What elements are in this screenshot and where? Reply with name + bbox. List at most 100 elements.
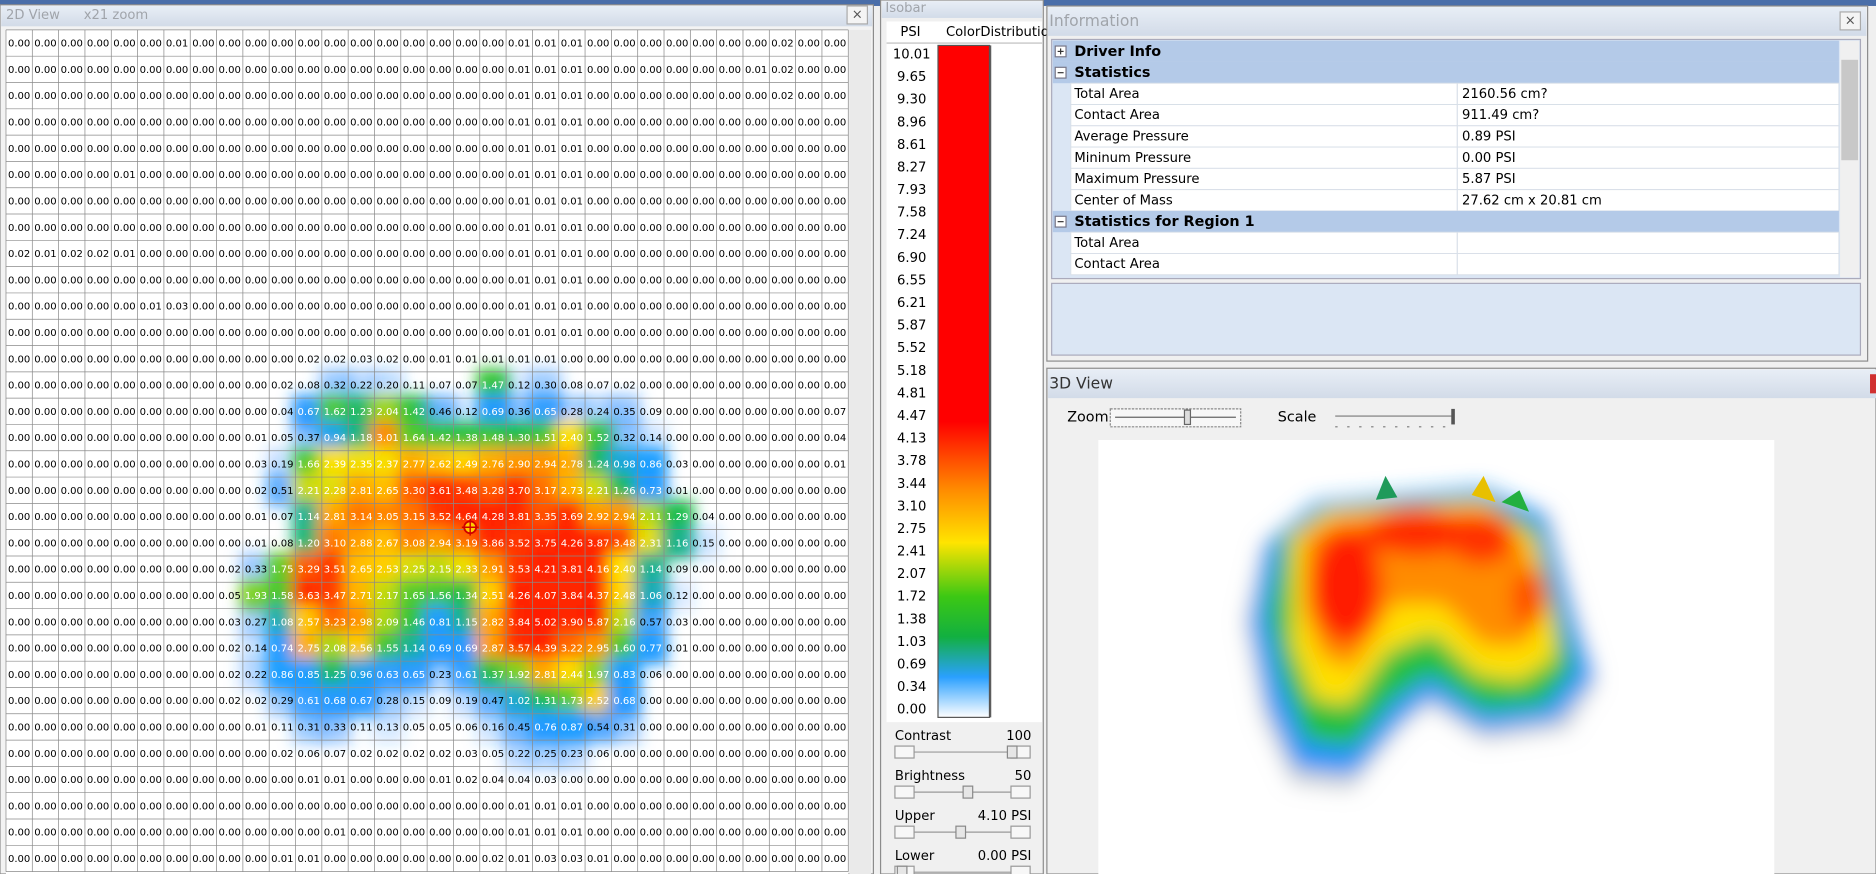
cell-value: 0.00 [113, 512, 135, 523]
slider-button[interactable] [1010, 865, 1031, 874]
cell-value: 0.00 [87, 854, 109, 865]
cell-value: 0.00 [745, 801, 767, 812]
cell-value: 0.03 [534, 775, 556, 786]
cell-value: 1.51 [534, 433, 556, 444]
cell-value: 0.00 [166, 644, 188, 655]
cell-value: 0.00 [824, 828, 846, 839]
close-button[interactable] [1839, 11, 1862, 31]
cell-value: 0.00 [429, 196, 451, 207]
slider-thumb[interactable] [896, 865, 908, 874]
slider-thumb[interactable] [1451, 408, 1455, 425]
slider-thumb[interactable] [1183, 409, 1192, 426]
scale-label: 4.81 [897, 386, 926, 401]
cell-value: 0.00 [455, 854, 477, 865]
cell-value: 0.00 [192, 538, 214, 549]
scale-label: 3.44 [897, 477, 926, 492]
cell-value: 0.00 [140, 407, 162, 418]
cell-value: 0.00 [824, 801, 846, 812]
cell-value: 0.00 [298, 170, 320, 181]
cell-value: 0.09 [640, 407, 662, 418]
cell-value: 0.00 [719, 65, 741, 76]
cell-value: 3.48 [455, 486, 477, 497]
cell-value: 0.04 [692, 512, 714, 523]
cell-value: 1.15 [455, 617, 477, 628]
cell-value: 1.56 [429, 591, 451, 602]
cell-value: 0.00 [350, 328, 372, 339]
cell-value: 0.00 [692, 723, 714, 734]
cell-value: 0.00 [34, 696, 56, 707]
scroll-thumb[interactable] [1841, 59, 1859, 161]
scale-label: 0.69 [897, 658, 926, 673]
cell-value: 2.67 [376, 538, 398, 549]
cell-value: 0.00 [350, 196, 372, 207]
slider-button[interactable] [894, 745, 915, 759]
cell-value: 0.00 [8, 91, 30, 102]
cell-value: 3.84 [561, 591, 583, 602]
cell-value: 0.00 [34, 39, 56, 50]
slider-button[interactable] [894, 825, 915, 839]
cell-value: 0.00 [8, 775, 30, 786]
cell-value: 0.00 [245, 196, 267, 207]
cell-value: 0.00 [166, 749, 188, 760]
cell-value: 0.00 [324, 302, 346, 313]
cell-value: 0.01 [508, 354, 530, 365]
cell-value: 0.00 [87, 828, 109, 839]
property-value: 5.87 PSI [1462, 172, 1516, 187]
cell-value: 0.00 [61, 381, 83, 392]
cell-value: 0.94 [324, 433, 346, 444]
cell-value: 0.00 [771, 354, 793, 365]
close-button[interactable] [846, 5, 869, 25]
cell-value: 0.00 [324, 854, 346, 865]
cell-value: 0.00 [587, 223, 609, 234]
cell-value: 0.01 [534, 801, 556, 812]
cell-value: 0.06 [455, 723, 477, 734]
cell-value: 0.01 [561, 196, 583, 207]
slider-button[interactable] [894, 785, 915, 799]
cell-value: 0.00 [34, 354, 56, 365]
cell-value: 0.31 [613, 723, 635, 734]
cell-value: 0.00 [245, 749, 267, 760]
slider-thumb[interactable] [962, 785, 974, 799]
heat-cell [318, 710, 352, 744]
cell-value: 0.00 [640, 828, 662, 839]
slider-thumb[interactable] [1006, 745, 1018, 759]
cell-value: 0.00 [455, 275, 477, 286]
cell-value: 0.00 [719, 407, 741, 418]
cell-value: 0.00 [61, 723, 83, 734]
cell-value: 0.00 [298, 144, 320, 155]
cell-value: 1.37 [482, 670, 504, 681]
cell-value: 0.00 [8, 854, 30, 865]
cell-value: 0.00 [666, 696, 688, 707]
cell-value: 0.00 [719, 381, 741, 392]
cell-value: 0.00 [87, 696, 109, 707]
cell-value: 0.81 [429, 617, 451, 628]
cell-value: 0.00 [771, 302, 793, 313]
cell-value: 1.55 [376, 644, 398, 655]
scrollbar[interactable] [849, 29, 871, 874]
cell-value: 1.30 [508, 433, 530, 444]
cell-value: 0.00 [376, 39, 398, 50]
cell-value: 3.05 [376, 512, 398, 523]
cell-value: 0.61 [455, 670, 477, 681]
slider-button[interactable] [1010, 785, 1031, 799]
cell-value: 0.00 [34, 723, 56, 734]
cell-value: 2.40 [613, 565, 635, 576]
cell-value: 0.00 [745, 381, 767, 392]
slider-thumb[interactable] [955, 825, 967, 839]
cell-value: 0.00 [745, 223, 767, 234]
close-button[interactable] [1870, 374, 1876, 394]
cell-value: 3.22 [561, 644, 583, 655]
scale-label: 0.34 [897, 680, 926, 695]
cell-value: 3.53 [508, 565, 530, 576]
cell-value: 0.00 [613, 170, 635, 181]
cell-value: 0.00 [192, 801, 214, 812]
slider-button[interactable] [1010, 825, 1031, 839]
cell-value: 0.00 [745, 723, 767, 734]
cell-value: 0.00 [34, 170, 56, 181]
cell-value: 0.00 [403, 196, 425, 207]
cell-value: 0.00 [719, 460, 741, 471]
cell-value: 0.00 [719, 144, 741, 155]
cell-value: 0.00 [719, 801, 741, 812]
cell-value: 0.00 [666, 196, 688, 207]
cell-value: 0.00 [87, 433, 109, 444]
